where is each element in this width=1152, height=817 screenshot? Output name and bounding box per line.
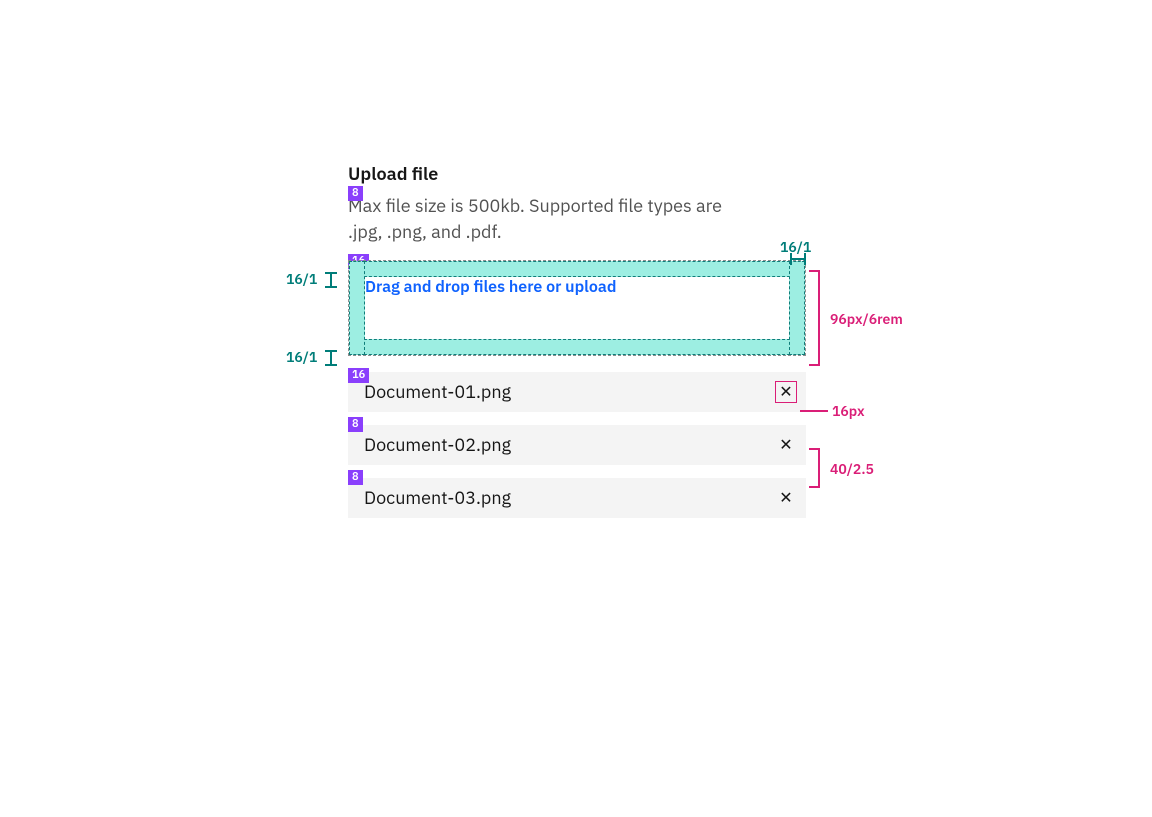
upload-description: Max file size is 500kb. Supported file t… <box>348 193 748 243</box>
measure-leader <box>800 410 828 412</box>
measure-tick <box>790 258 806 260</box>
close-icon: ✕ <box>779 384 792 400</box>
spacing-badge: 8 <box>348 186 363 201</box>
file-uploader-spec: Upload file 8 Max file size is 500kb. Su… <box>348 162 806 518</box>
measure-bracket <box>818 270 820 366</box>
file-row: Document-01.png ✕ <box>348 372 806 412</box>
dropzone-label: Drag and drop files here or upload <box>365 277 789 299</box>
upload-title: Upload file <box>348 162 806 185</box>
file-list: Document-01.png ✕ 8 Document-02.png ✕ 8 … <box>348 372 806 518</box>
measure-tick <box>330 350 332 366</box>
file-name: Document-01.png <box>364 380 511 403</box>
file-name: Document-03.png <box>364 486 511 509</box>
close-icon-measured: ✕ <box>775 381 797 403</box>
remove-file-button[interactable]: ✕ <box>774 433 798 457</box>
close-icon: ✕ <box>779 490 792 506</box>
measure-label: 16/1 <box>286 348 317 366</box>
measure-label: 16/1 <box>286 270 317 288</box>
dropzone[interactable]: Drag and drop files here or upload <box>348 260 806 356</box>
dropzone-container: Drag and drop files here or upload <box>348 260 806 356</box>
remove-file-button[interactable]: ✕ <box>774 380 798 404</box>
measure-label: 96px/6rem <box>830 310 903 328</box>
measure-tick <box>330 272 332 288</box>
measure-label: 16/1 <box>780 238 811 256</box>
measure-label: 16px <box>832 402 865 420</box>
file-row: Document-03.png ✕ <box>348 478 806 518</box>
file-name: Document-02.png <box>364 433 511 456</box>
spacing-badge: 16 <box>348 368 369 383</box>
measure-label: 40/2.5 <box>830 460 874 478</box>
remove-file-button[interactable]: ✕ <box>774 486 798 510</box>
file-row: Document-02.png ✕ <box>348 425 806 465</box>
spacing-badge: 8 <box>348 470 363 485</box>
close-icon: ✕ <box>779 437 792 453</box>
spacing-badge: 8 <box>348 417 363 432</box>
measure-bracket <box>818 448 820 488</box>
